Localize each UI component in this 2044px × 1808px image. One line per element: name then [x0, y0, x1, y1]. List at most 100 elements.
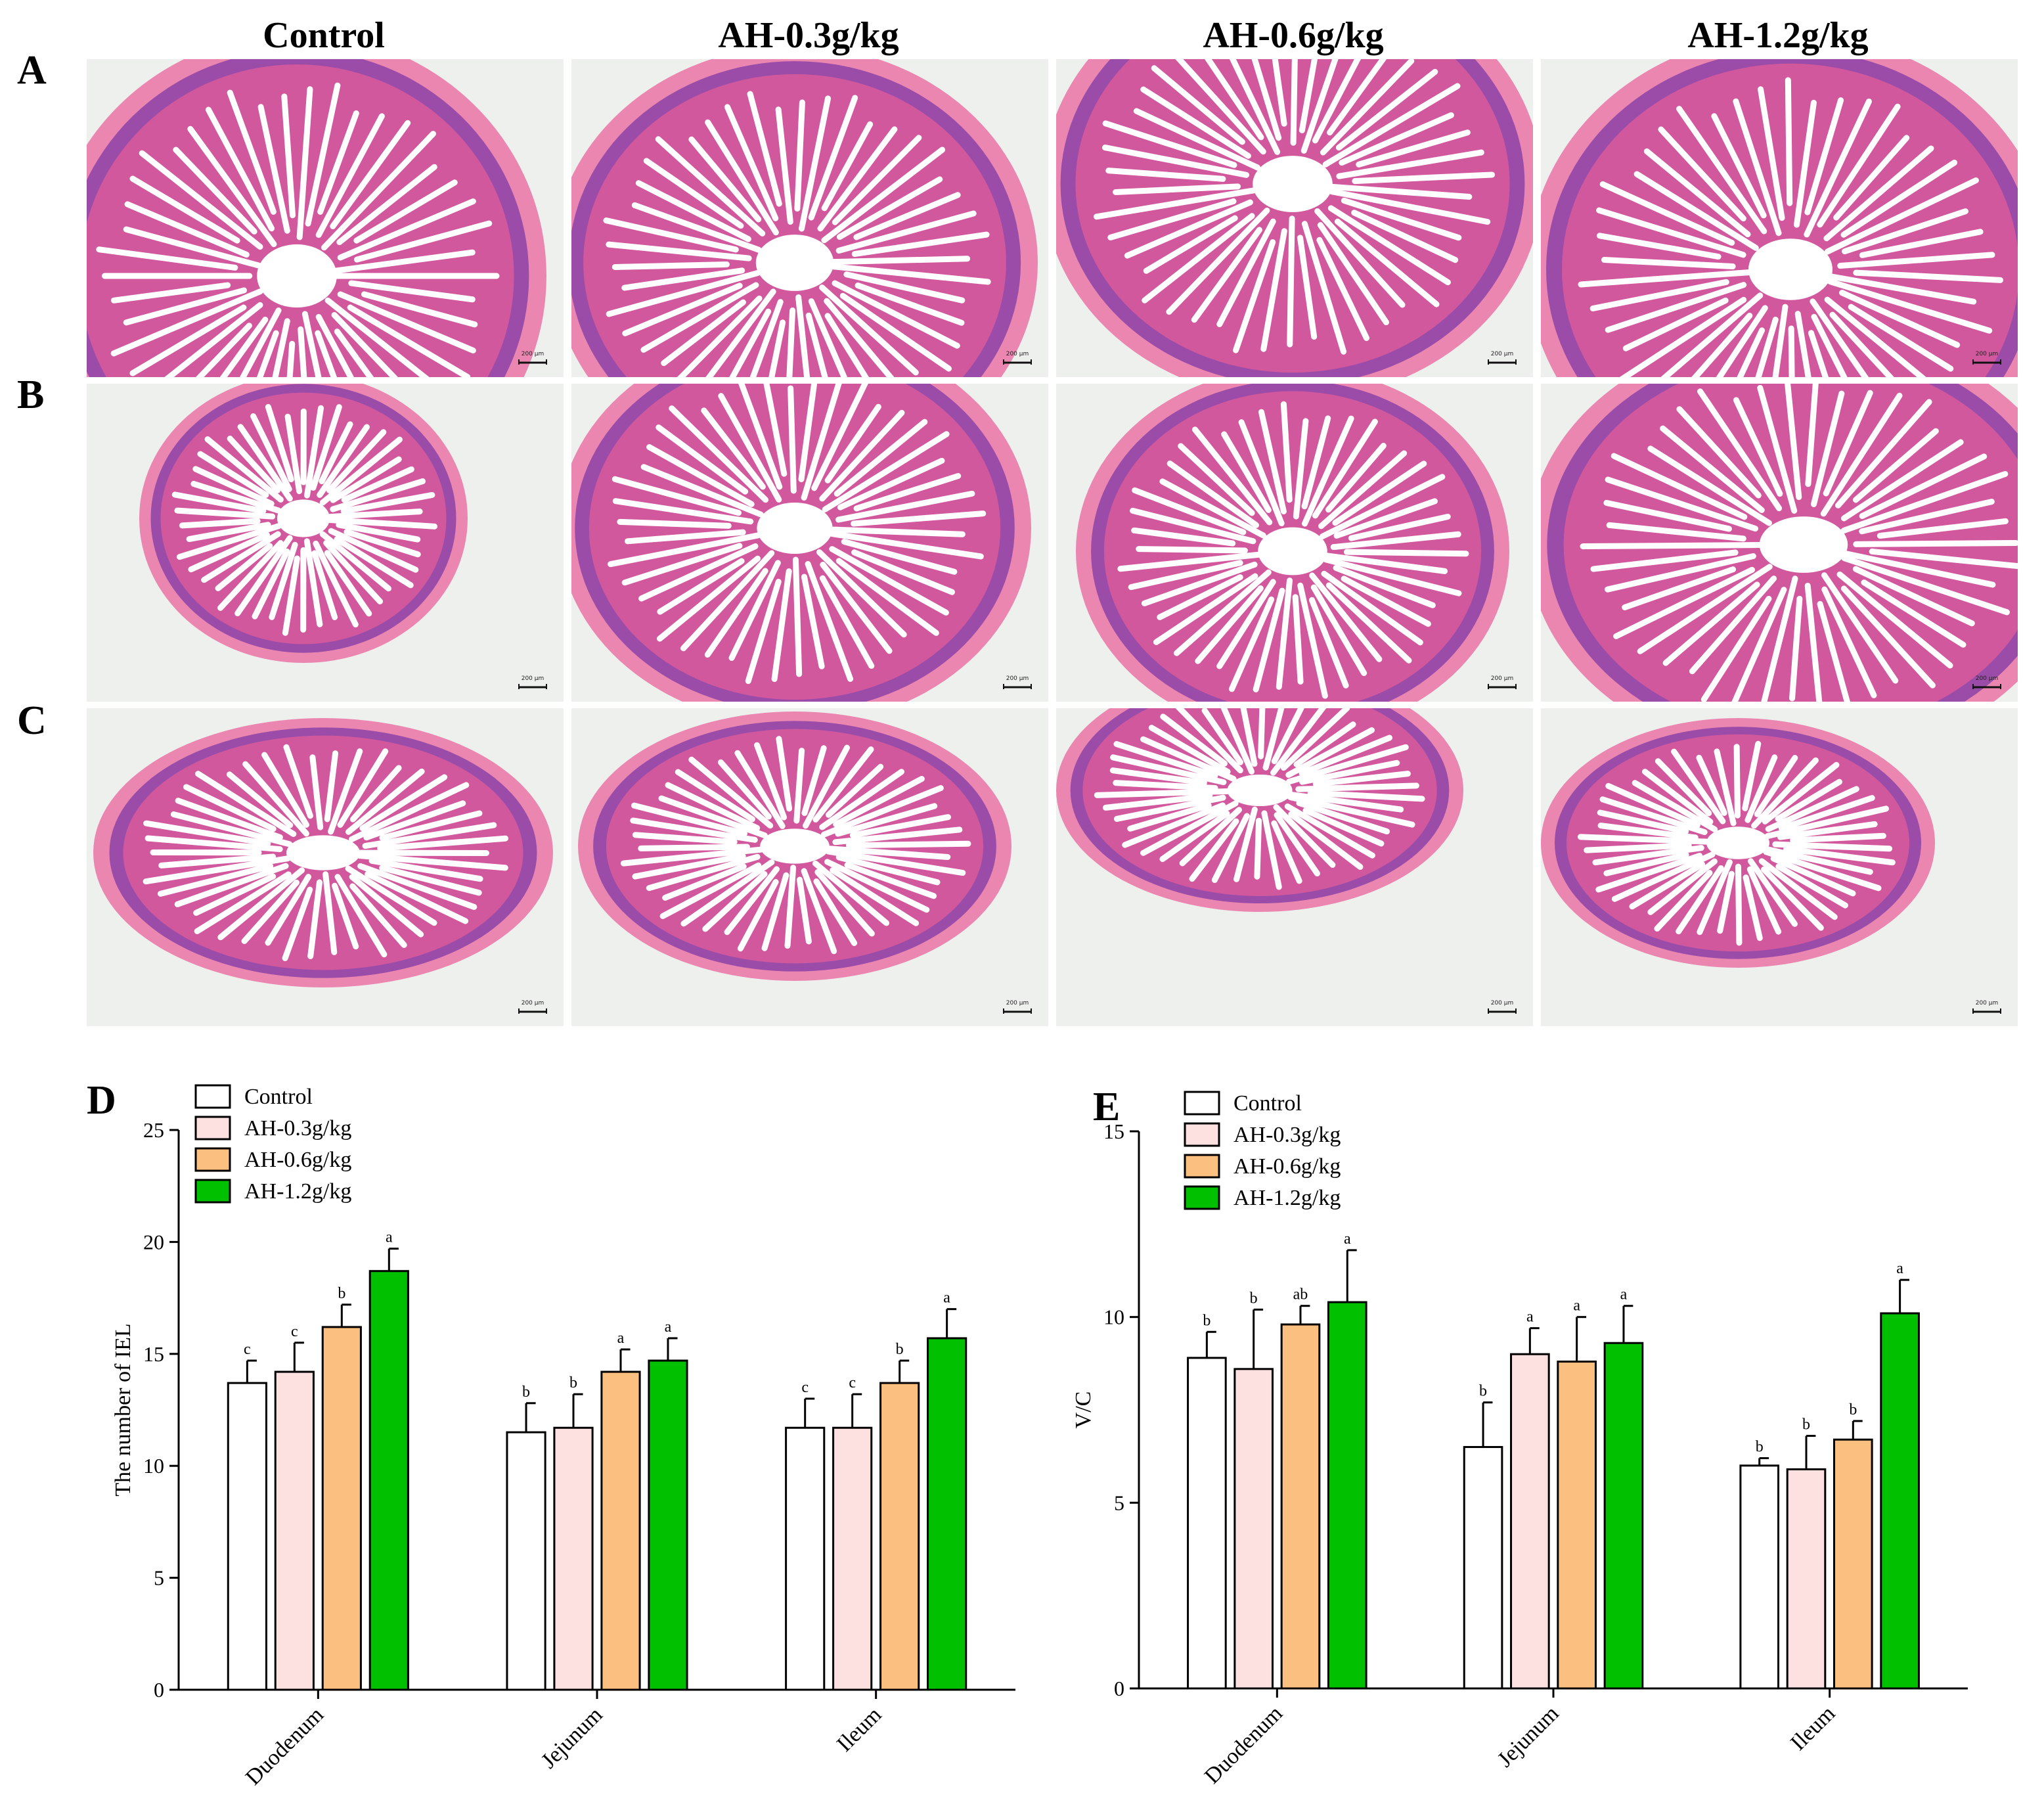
significance-letter: a	[386, 1229, 393, 1246]
y-tick-label: 5	[1114, 1491, 1124, 1514]
y-tick-label: 15	[143, 1342, 164, 1366]
scale-bar-icon	[1003, 1008, 1032, 1014]
micrograph-c-control: 200 μm	[87, 708, 564, 1026]
micrograph-a-control: 200 μm	[87, 59, 564, 377]
y-tick-label: 0	[154, 1678, 164, 1702]
bar-duodenum-0	[227, 1382, 267, 1691]
legend-label: AH-0.6g/kg	[244, 1148, 351, 1172]
scale-bar-label: 200 μm	[1006, 351, 1029, 357]
bar-duodenum-2	[321, 1326, 362, 1691]
significance-letter: b	[338, 1285, 345, 1302]
legend-label: AH-0.3g/kg	[1233, 1123, 1341, 1147]
significance-letter: a	[1573, 1298, 1580, 1315]
x-tick-label: Jejunum	[1493, 1701, 1564, 1772]
micrograph-b-ah-0.3: 200 μm	[571, 384, 1048, 702]
bar-jejunum-0	[1463, 1446, 1503, 1690]
x-tick-label: Jejunum	[537, 1702, 608, 1773]
bar-ileum-1	[1786, 1468, 1827, 1690]
legend-swatch	[1184, 1122, 1220, 1147]
panel-label-e: E	[1093, 1085, 1121, 1129]
column-heading-ah-1.2: AH-1.2g/kg	[1687, 15, 1869, 56]
micrograph-b-ah-1.2: 200 μm	[1541, 384, 2018, 702]
y-tick-label: 10	[143, 1454, 164, 1478]
micrograph-b-ah-0.6: 200 μm	[1056, 384, 1533, 702]
scale-bar-icon	[1003, 359, 1032, 365]
legend-swatch	[1184, 1091, 1220, 1116]
bar-ileum-0	[785, 1426, 826, 1691]
bar-jejunum-2	[600, 1370, 641, 1691]
y-tick-label: 20	[143, 1230, 164, 1254]
significance-letter: b	[1203, 1312, 1211, 1329]
panel-label-d: D	[87, 1078, 116, 1123]
significance-letter: b	[896, 1341, 904, 1358]
y-tick-label: 5	[154, 1566, 164, 1590]
bar-ileum-1	[832, 1426, 873, 1691]
significance-letter: c	[244, 1341, 251, 1358]
y-axis-label: V/C	[1071, 1391, 1096, 1429]
significance-letter: b	[1849, 1401, 1857, 1418]
bar-jejunum-1	[553, 1426, 594, 1691]
scale-bar-icon	[1488, 684, 1517, 689]
significance-letter: a	[1344, 1231, 1351, 1248]
y-axis-label: The number of IEL	[111, 1323, 135, 1496]
column-heading-ah-0.6: AH-0.6g/kg	[1203, 15, 1384, 56]
significance-letter: a	[1896, 1260, 1903, 1277]
x-tick-label: Ileum	[1786, 1701, 1840, 1755]
bar-jejunum-1	[1510, 1353, 1550, 1690]
micrograph-c-ah-1.2: 200 μm	[1541, 708, 2018, 1026]
scale-bar-icon	[1972, 1008, 2001, 1014]
significance-letter: a	[1526, 1309, 1534, 1326]
significance-letter: c	[291, 1323, 298, 1340]
scale-bar-icon	[1972, 359, 2001, 365]
bar-duodenum-1	[274, 1370, 315, 1691]
significance-letter: a	[1620, 1286, 1628, 1303]
scale-bar-label: 200 μm	[1975, 351, 1999, 357]
significance-letter: a	[943, 1290, 950, 1307]
legend-swatch	[1184, 1154, 1220, 1179]
significance-letter: b	[1802, 1416, 1810, 1434]
legend-label: AH-0.3g/kg	[244, 1116, 351, 1141]
bar-jejunum-0	[506, 1431, 546, 1691]
scale-bar-icon	[1972, 684, 2001, 689]
legend-label: Control	[244, 1085, 313, 1109]
scale-bar-icon	[518, 684, 547, 689]
significance-letter: b	[569, 1374, 577, 1391]
legend-label: AH-1.2g/kg	[1233, 1186, 1341, 1210]
legend-swatch	[1184, 1185, 1220, 1210]
x-tick-label: Duodenum	[1200, 1701, 1287, 1788]
y-tick-label: 15	[1103, 1119, 1124, 1143]
bar-ileum-3	[1880, 1312, 1920, 1690]
significance-letter: a	[665, 1319, 672, 1336]
significance-letter: b	[1756, 1438, 1764, 1455]
bar-jejunum-2	[1557, 1361, 1597, 1690]
significance-letter: a	[617, 1330, 625, 1347]
bar-ileum-2	[1833, 1438, 1873, 1690]
bar-jejunum-3	[1603, 1342, 1644, 1690]
legend-swatch	[194, 1147, 231, 1172]
scale-bar-label: 200 μm	[1006, 675, 1029, 682]
scale-bar-label: 200 μm	[1975, 1000, 1999, 1006]
bar-ileum-2	[879, 1382, 920, 1691]
x-tick-label: Ileum	[832, 1702, 886, 1756]
scale-bar-label: 200 μm	[1490, 351, 1514, 357]
legend-swatch	[194, 1179, 231, 1204]
scale-bar-icon	[1488, 1008, 1517, 1014]
scale-bar-icon	[518, 359, 547, 365]
micrograph-b-control: 200 μm	[87, 384, 564, 702]
scale-bar-label: 200 μm	[521, 351, 544, 357]
scale-bar-label: 200 μm	[1490, 675, 1514, 682]
significance-letter: c	[801, 1379, 809, 1396]
significance-letter: c	[849, 1374, 856, 1391]
scale-bar-label: 200 μm	[1975, 675, 1999, 682]
legend-swatch	[194, 1116, 231, 1141]
row-label-b: B	[17, 373, 45, 417]
significance-letter: ab	[1293, 1286, 1308, 1303]
bar-chart-vc: 0 5 10 15 V/C b b ab a Duodenum b a a a Jejunum b b b a Ile…	[1071, 1091, 1968, 1788]
bar-jejunum-3	[648, 1359, 688, 1691]
micrograph-a-ah-0.6: 200 μm	[1056, 59, 1533, 377]
scale-bar-icon	[518, 1008, 547, 1014]
scale-bar-icon	[1003, 684, 1032, 689]
y-tick-label: 25	[143, 1118, 164, 1142]
micrograph-c-ah-0.6: 200 μm	[1056, 708, 1533, 1026]
micrograph-c-ah-0.3: 200 μm	[571, 708, 1048, 1026]
